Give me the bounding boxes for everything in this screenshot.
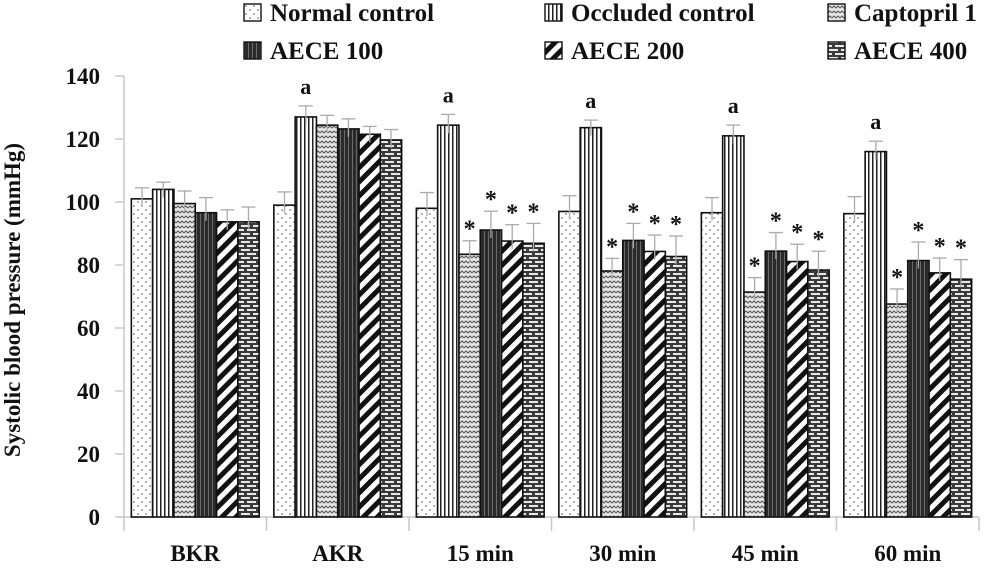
bar-normal-control-45-min (700, 211, 724, 518)
bar-occluded-control-60-min (864, 150, 888, 518)
significance-star: * (770, 209, 782, 235)
significance-star: * (955, 236, 967, 262)
bar-occluded-control-45-min (721, 135, 745, 518)
bar-aece-200-bkr (215, 221, 239, 518)
legend-label: Captopril 1 (854, 0, 977, 27)
bar-captopril-1-bkr (173, 202, 197, 518)
legend-swatch-icon (243, 41, 262, 60)
significance-star: * (891, 265, 903, 291)
bar-occluded-control-15-min (436, 124, 460, 518)
annotations: a a a a a * * * * * * * * * * * * * * * * (300, 74, 967, 291)
bar-aece-200-15-min (500, 240, 524, 518)
significance-letter: a (443, 82, 454, 107)
legend-swatch-icon (544, 3, 563, 22)
y-tick-label: 80 (77, 253, 100, 278)
x-tick-label: 15 min (447, 541, 514, 566)
bar-normal-control-30-min (558, 210, 581, 518)
bar-aece-100-60-min (906, 259, 930, 518)
y-axis-title: Systolic blood pressure (mmHg) (0, 143, 25, 457)
bar-aece-400-60-min (949, 278, 973, 518)
y-tick-label: 120 (66, 127, 101, 152)
bar-occluded-control-bkr (151, 188, 175, 518)
significance-star: * (464, 217, 476, 243)
bars (130, 116, 973, 518)
bar-aece-100-bkr (194, 211, 218, 518)
significance-letter: a (870, 109, 881, 134)
bar-aece-100-15-min (479, 229, 503, 518)
legend-item: AECE 100 (243, 38, 383, 65)
significance-star: * (934, 234, 946, 260)
significance-letter: a (585, 88, 596, 113)
significance-star: * (528, 199, 540, 225)
bar-captopril-1-60-min (885, 303, 909, 518)
legend-label: AECE 200 (571, 38, 684, 65)
legend-item: AECE 200 (544, 38, 684, 65)
bar-aece-200-60-min (928, 272, 952, 518)
y-tick-label: 140 (66, 64, 101, 89)
significance-star: * (749, 254, 761, 280)
legend-label: Occluded control (571, 0, 755, 27)
bar-aece-400-akr (379, 139, 403, 518)
y-tick-label: 60 (77, 316, 100, 341)
bar-aece-400-bkr (237, 221, 260, 518)
bar-occluded-control-akr (294, 116, 318, 518)
bar-aece-100-30-min (621, 239, 645, 518)
bar-captopril-1-45-min (743, 291, 767, 518)
x-tick-label: 45 min (732, 541, 799, 566)
legend-swatch-icon (243, 3, 262, 22)
bar-normal-control-60-min (843, 212, 866, 518)
significance-star: * (606, 234, 618, 260)
legend: Normal control Occluded control Captopril … (243, 0, 977, 65)
significance-star: * (485, 187, 497, 213)
axes: 0 20 40 60 80 100 120 140 BKR AKR 15 min 30 min 45 m… (66, 64, 980, 566)
y-tick-label: 100 (66, 190, 101, 215)
significance-star: * (506, 201, 518, 227)
bar-captopril-1-30-min (600, 270, 624, 518)
x-tick-label: BKR (170, 541, 220, 566)
legend-label: AECE 100 (270, 38, 383, 65)
bar-normal-control-15-min (415, 207, 439, 518)
significance-star: * (791, 220, 803, 246)
x-tick-label: 30 min (589, 541, 656, 566)
legend-label: Normal control (270, 0, 434, 27)
y-tick-label: 20 (77, 442, 100, 467)
bar-normal-control-bkr (130, 198, 154, 518)
bar-aece-200-akr (358, 133, 382, 518)
bar-captopril-1-akr (315, 124, 339, 518)
bar-aece-200-30-min (643, 250, 667, 518)
x-tick-label: AKR (312, 541, 364, 566)
significance-star: * (813, 227, 825, 253)
significance-star: * (649, 211, 661, 237)
legend-item: Captopril 1 (827, 0, 977, 27)
bar-aece-200-45-min (785, 260, 809, 518)
bar-normal-control-akr (273, 204, 296, 518)
y-tick-label: 40 (77, 379, 100, 404)
legend-swatch-icon (544, 41, 563, 60)
x-tick-label: 60 min (874, 541, 941, 566)
bar-aece-100-45-min (764, 250, 788, 518)
legend-label: AECE 400 (854, 38, 967, 65)
bar-aece-400-30-min (664, 255, 688, 518)
bar-aece-400-15-min (522, 242, 545, 518)
y-tick-label: 0 (89, 505, 101, 530)
significance-star: * (912, 218, 924, 244)
bar-aece-400-45-min (807, 269, 830, 518)
significance-star: * (627, 199, 639, 225)
legend-swatch-icon (827, 41, 846, 60)
legend-item: Normal control (243, 0, 434, 27)
legend-item: Occluded control (544, 0, 755, 27)
error-bars (135, 105, 968, 313)
significance-letter: a (300, 74, 311, 99)
bar-captopril-1-15-min (458, 253, 482, 518)
bar-occluded-control-30-min (579, 126, 603, 518)
legend-swatch-icon (827, 3, 846, 22)
legend-item: AECE 400 (827, 38, 967, 65)
significance-star: * (670, 212, 682, 238)
significance-letter: a (728, 93, 739, 118)
bar-aece-100-akr (336, 128, 360, 518)
